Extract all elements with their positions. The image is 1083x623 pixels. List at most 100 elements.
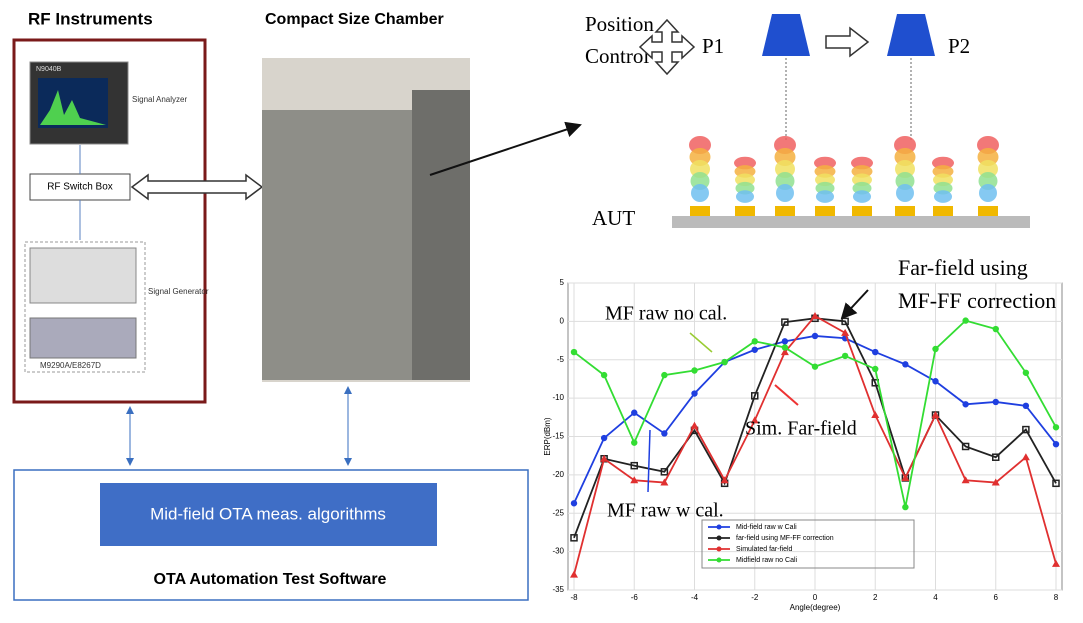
- pad: [933, 206, 953, 216]
- marker: [1021, 453, 1030, 461]
- marker: [871, 411, 880, 419]
- marker: [690, 421, 699, 429]
- arrow: [429, 121, 582, 176]
- marker: [750, 416, 759, 424]
- marker: [991, 478, 1000, 486]
- beam: [934, 190, 952, 203]
- marker: [1052, 559, 1060, 567]
- beam: [816, 190, 834, 203]
- marker: [630, 476, 639, 484]
- marker: [691, 367, 698, 374]
- marker: [932, 345, 939, 353]
- marker: [570, 500, 578, 507]
- beam: [896, 184, 914, 202]
- annotation: Sim. Far-field: [745, 418, 857, 440]
- marker: [600, 434, 608, 442]
- software-label: OTA Automation Test Software: [154, 571, 387, 588]
- y-tick-label: -15: [552, 432, 564, 441]
- marker: [932, 378, 939, 385]
- y-tick-label: 5: [560, 278, 565, 287]
- x-tick-label: -4: [691, 593, 699, 602]
- marker: [751, 346, 758, 353]
- x-tick-label: 6: [994, 593, 999, 602]
- legend-label: far-field using MF-FF correction: [736, 535, 834, 542]
- marker: [781, 344, 789, 351]
- aut-array: [672, 136, 1030, 228]
- legend-box: [701, 519, 915, 569]
- marker: [961, 476, 970, 484]
- marker: [691, 390, 698, 397]
- marker: [1052, 440, 1060, 448]
- p1: P1: [702, 34, 724, 58]
- position-control: Control: [585, 44, 649, 68]
- x-tick-label: 2: [873, 593, 878, 602]
- marker: [902, 503, 909, 511]
- generator2: [29, 317, 137, 359]
- legend-label: Simulated far-field: [736, 546, 793, 553]
- annotation: MF raw w cal.: [607, 500, 724, 522]
- pad: [815, 206, 835, 216]
- annotation-arrow: [840, 289, 869, 320]
- pad: [775, 206, 795, 216]
- marker: [811, 312, 819, 320]
- pad: [690, 206, 710, 216]
- y-tick-label: -35: [552, 585, 564, 594]
- marker: [721, 358, 728, 366]
- marker: [570, 570, 578, 578]
- marker: [781, 318, 789, 326]
- beam: [736, 190, 754, 203]
- y-tick-label: -10: [552, 393, 564, 402]
- move-arrow: [825, 26, 870, 58]
- marker: [992, 325, 999, 333]
- marker: [631, 409, 638, 416]
- y-tick-label: -5: [557, 355, 565, 364]
- annotation: Far-field using: [898, 255, 1028, 280]
- marker: [962, 317, 969, 324]
- x-tick-label: -2: [751, 593, 759, 602]
- legend-marker: [716, 535, 722, 541]
- legend-marker: [716, 524, 722, 530]
- chamber-door: [262, 110, 412, 380]
- pad: [852, 206, 872, 216]
- legend-marker: [716, 557, 722, 563]
- marker: [781, 338, 789, 345]
- marker: [811, 363, 819, 370]
- marker: [570, 534, 578, 542]
- switch-label: RF Switch Box: [47, 182, 113, 193]
- x-axis-label: Angle(degree): [790, 603, 841, 612]
- legend-marker: [716, 546, 722, 552]
- rf-box: [12, 38, 207, 404]
- algorithm-box: [100, 483, 437, 546]
- x-tick-label: 8: [1054, 593, 1059, 602]
- beam: [776, 184, 794, 202]
- marker: [1022, 369, 1030, 376]
- marker: [570, 348, 578, 356]
- legend-label: Mid-field raw w Cali: [736, 524, 797, 531]
- chamber-side: [412, 90, 470, 380]
- pad: [978, 206, 998, 216]
- analyzer-label: Signal Analyzer: [132, 95, 187, 104]
- y-tick-label: -30: [552, 547, 564, 556]
- marker: [841, 352, 849, 360]
- marker: [931, 411, 940, 419]
- generator-model: M9290A/E8267D: [40, 361, 101, 370]
- chamber-title: Compact Size Chamber: [265, 11, 444, 28]
- marker: [660, 468, 669, 476]
- annotation: MF raw no cal.: [605, 303, 727, 325]
- position-control: Position: [585, 12, 654, 36]
- horn: [762, 14, 810, 56]
- marker: [901, 473, 910, 481]
- move-icon: [638, 18, 696, 76]
- marker: [631, 439, 638, 446]
- annotation-arrow: [647, 429, 651, 493]
- x-tick-label: 0: [813, 593, 818, 602]
- aut-label: AUT: [592, 206, 635, 230]
- beam: [853, 190, 871, 203]
- marker: [961, 442, 970, 451]
- beam: [691, 184, 709, 202]
- x-tick-label: -8: [570, 593, 578, 602]
- horn: [887, 14, 935, 56]
- spectrum: [40, 90, 106, 125]
